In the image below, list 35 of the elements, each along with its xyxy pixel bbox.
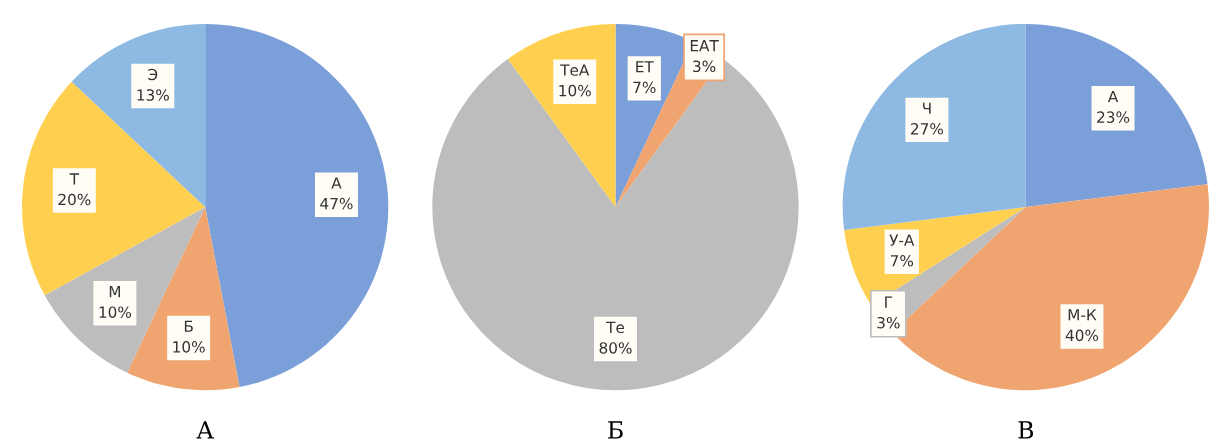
- data-label: 20%: [58, 193, 91, 206]
- slice-label: М-К: [1068, 309, 1097, 321]
- slice-label: Г: [885, 296, 893, 308]
- pie-slice: [432, 58, 799, 391]
- text: А: [196, 421, 214, 439]
- data-label: 7%: [890, 254, 914, 267]
- slice-label: ЕТ: [636, 61, 654, 73]
- slice-label: Те: [606, 321, 625, 334]
- data-label: 27%: [911, 123, 944, 135]
- data-label: 3%: [693, 60, 716, 73]
- data-label: 10%: [559, 84, 591, 97]
- data-label: 3%: [877, 316, 900, 329]
- pie-slice: [205, 23, 389, 388]
- data-label: 40%: [1065, 329, 1099, 342]
- slice-label: У-А: [889, 234, 915, 246]
- data-label: 23%: [1097, 111, 1130, 123]
- data-label: 47%: [320, 197, 353, 210]
- data-label: 7%: [633, 81, 656, 94]
- slice-label: Э: [148, 68, 158, 81]
- data-label: 10%: [99, 306, 132, 318]
- pie-slice: [1025, 23, 1208, 208]
- slice-label: Ч: [922, 102, 931, 114]
- slice-label: М: [109, 286, 120, 298]
- text: Б: [608, 421, 623, 439]
- data-label: 10%: [173, 341, 205, 353]
- slice-label: Б: [184, 320, 193, 332]
- text: В: [1018, 421, 1034, 439]
- data-label: 80%: [599, 342, 632, 354]
- slice-label: А: [331, 177, 342, 189]
- pie-slice: [842, 23, 1026, 231]
- data-label: 13%: [137, 89, 169, 101]
- slice-label: Т: [69, 173, 80, 185]
- slice-label: А: [1107, 90, 1119, 103]
- slice-label: ТеА: [560, 64, 590, 76]
- slice-label: ЕАТ: [690, 40, 719, 52]
